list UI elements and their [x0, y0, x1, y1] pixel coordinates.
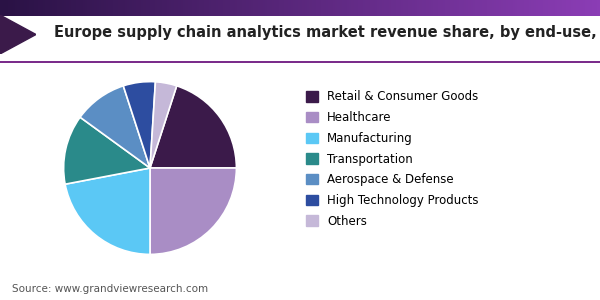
- Wedge shape: [80, 86, 150, 168]
- Text: Europe supply chain analytics market revenue share, by end-use, 2018 (%): Europe supply chain analytics market rev…: [54, 26, 600, 40]
- Wedge shape: [150, 86, 236, 168]
- Wedge shape: [64, 117, 150, 184]
- Wedge shape: [65, 168, 150, 254]
- Wedge shape: [150, 82, 176, 168]
- Polygon shape: [0, 15, 36, 54]
- Legend: Retail & Consumer Goods, Healthcare, Manufacturing, Transportation, Aerospace & : Retail & Consumer Goods, Healthcare, Man…: [306, 91, 479, 227]
- Text: Source: www.grandviewresearch.com: Source: www.grandviewresearch.com: [12, 284, 208, 294]
- Wedge shape: [150, 168, 236, 254]
- Wedge shape: [124, 82, 155, 168]
